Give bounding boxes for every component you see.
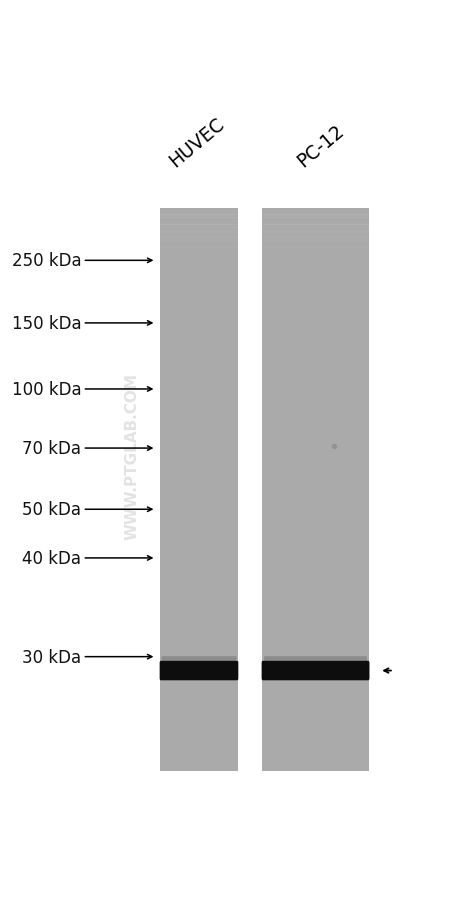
Text: 70 kDa: 70 kDa (23, 439, 81, 457)
Bar (160, 209, 238, 771)
Text: 30 kDa: 30 kDa (22, 648, 81, 666)
Text: 100 kDa: 100 kDa (12, 381, 81, 399)
Text: 250 kDa: 250 kDa (12, 252, 81, 270)
Text: 50 kDa: 50 kDa (23, 501, 81, 519)
FancyBboxPatch shape (264, 657, 367, 667)
FancyBboxPatch shape (162, 657, 236, 667)
Text: 40 kDa: 40 kDa (23, 549, 81, 567)
FancyBboxPatch shape (262, 661, 369, 680)
Bar (262, 209, 369, 771)
Text: 150 kDa: 150 kDa (12, 315, 81, 333)
Text: WWW.PTGLAB.COM: WWW.PTGLAB.COM (124, 373, 139, 538)
FancyBboxPatch shape (160, 661, 238, 680)
Text: PC-12: PC-12 (294, 121, 348, 170)
Text: HUVEC: HUVEC (166, 114, 228, 170)
